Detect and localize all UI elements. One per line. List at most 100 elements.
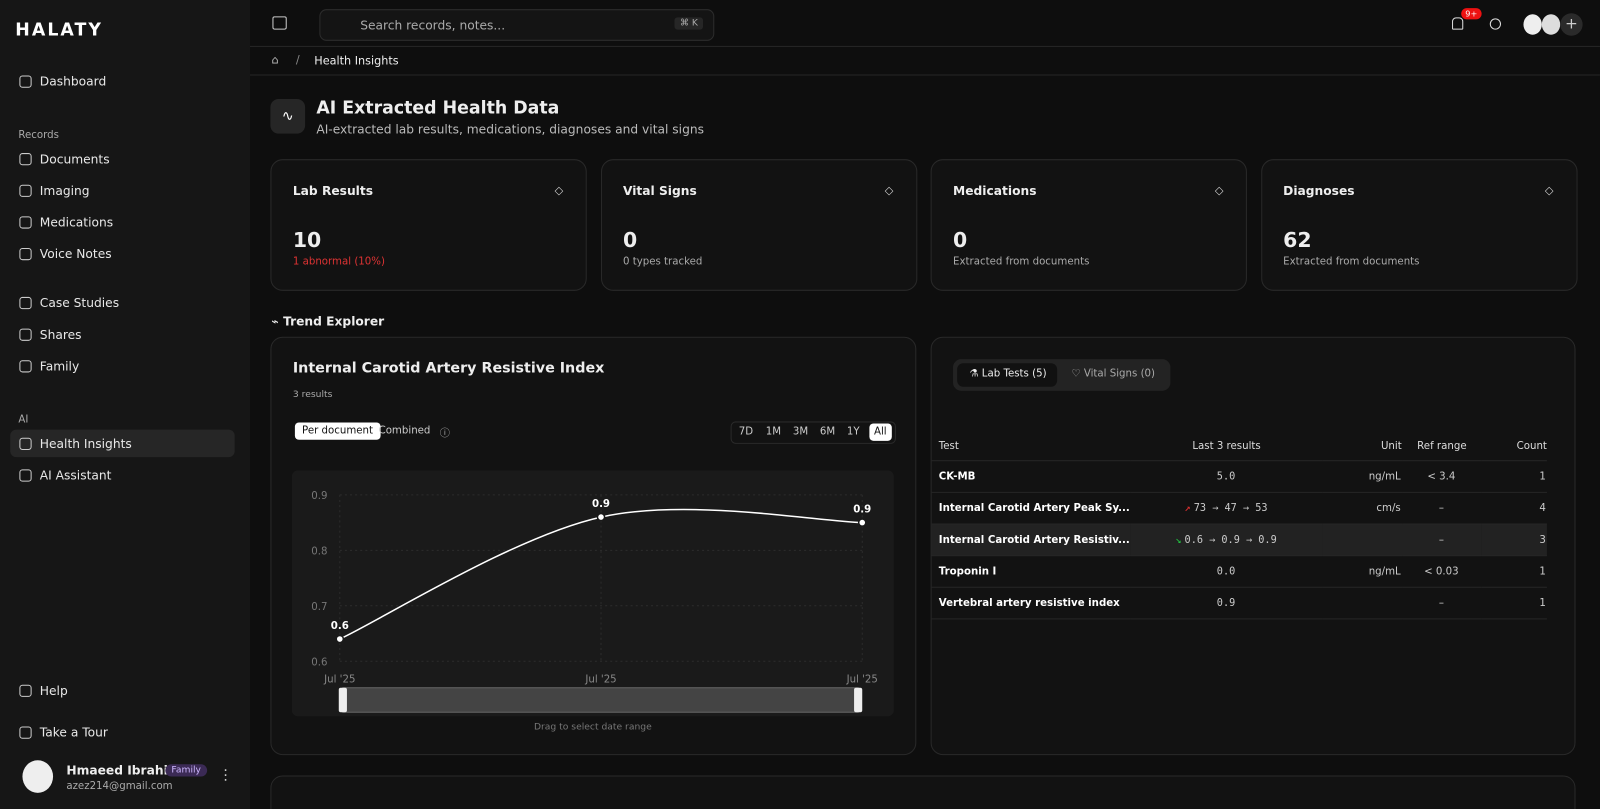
sidebar-toggle[interactable]: [272, 16, 287, 30]
stat-note: Extracted from documents: [953, 256, 1090, 268]
table-row[interactable]: Troponin I 0.0 ng/mL < 0.03 1: [931, 555, 1547, 588]
theme-toggle[interactable]: [1489, 18, 1502, 30]
nav-icon: [19, 468, 32, 482]
section-title: ⌁ Trend Explorer: [271, 314, 385, 329]
cell-text: 0.9: [1216, 597, 1236, 609]
nav-icon: [19, 684, 32, 697]
column-header: Ref range: [1401, 431, 1483, 462]
stat-card: Diagnoses ◇ 62 Extracted from documents: [1260, 159, 1578, 291]
table-cell: ↘ 0.6 → 0.9 → 0.9: [1130, 523, 1323, 557]
home-icon[interactable]: ⌂: [271, 53, 279, 67]
nav-label: Health Insights: [39, 436, 132, 451]
stat-icon: ◇: [554, 183, 564, 197]
stat-icon: ◇: [1544, 183, 1554, 197]
nav-icon: [19, 359, 32, 372]
cell-text: cm/s: [1376, 502, 1401, 514]
bell[interactable]: [1452, 17, 1464, 30]
lab-table: Test Last 3 results Unit Ref range Count CK-M…: [931, 431, 1547, 620]
stat-label: Medications: [953, 183, 1037, 198]
avatar: [22, 760, 54, 793]
range-slider: [342, 687, 859, 713]
nav-icon: [19, 328, 32, 341]
point: [596, 512, 606, 522]
table-cell: 1: [1482, 587, 1547, 620]
nav-label: Shares: [39, 327, 82, 342]
cell-text: –: [1438, 597, 1444, 609]
notification-badge: 9+: [1461, 8, 1482, 20]
table-row[interactable]: Internal Carotid Artery Peak Sy... ↗ 73 → …: [931, 492, 1547, 525]
table-cell: –: [1401, 492, 1483, 525]
range-toggle: 7D 1M 3M 6M 1Y All: [730, 421, 896, 444]
table-cell: CK-MB: [931, 460, 1131, 493]
table-cell: –: [1401, 523, 1483, 557]
nav-item[interactable]: Help: [10, 677, 234, 705]
nav-item[interactable]: Case Studies: [10, 289, 234, 317]
table-cell: [1322, 523, 1402, 557]
cell-text: Internal Carotid Artery Peak Sy...: [938, 502, 1130, 514]
separator: /: [295, 53, 300, 67]
x-tick-label: Jul '25: [584, 675, 616, 686]
data-label: 0.6: [331, 621, 349, 632]
table-cell: 3: [1482, 523, 1547, 557]
mode-option[interactable]: Per document: [294, 422, 381, 440]
tab-label: Lab Tests (5): [981, 368, 1047, 380]
slider-handle[interactable]: [338, 687, 347, 713]
nav-label: Take a Tour: [39, 724, 108, 740]
range-option[interactable]: 3M: [792, 426, 809, 438]
chart-title: Internal Carotid Artery Resistive Index: [292, 360, 605, 377]
nav-item[interactable]: Voice Notes: [10, 240, 234, 268]
stat-label: Diagnoses: [1283, 183, 1355, 198]
nav-item[interactable]: Family: [10, 352, 234, 380]
add-member[interactable]: +: [1560, 13, 1583, 36]
column-header: Test: [931, 431, 1131, 462]
slider-handle[interactable]: [854, 687, 863, 713]
mode-option[interactable]: Combined: [378, 425, 431, 437]
cell-text: CK-MB: [938, 470, 976, 483]
range-option[interactable]: 1M: [765, 426, 782, 438]
nav-item[interactable]: Medications: [10, 208, 234, 236]
nav-icon: [19, 152, 32, 165]
nav-item[interactable]: Health Insights: [10, 429, 235, 458]
tab[interactable]: ⚗ Lab Tests (5): [969, 368, 1047, 380]
tab-active[interactable]: [957, 363, 1058, 387]
user-name: Hmaeed Ibrahim: [66, 763, 181, 778]
stat-value: 0: [622, 227, 638, 253]
range-option[interactable]: 6M: [819, 426, 836, 438]
nav-item[interactable]: AI Assistant: [10, 461, 234, 489]
nav-item[interactable]: Documents: [10, 145, 234, 173]
nav-item[interactable]: Shares: [10, 320, 234, 348]
table-row[interactable]: CK-MB 5.0 ng/mL < 3.4 1: [931, 460, 1547, 493]
nav-item[interactable]: Imaging: [10, 177, 234, 205]
cell-text: 3: [1539, 534, 1546, 546]
range-option[interactable]: 1Y: [846, 426, 860, 438]
cell-text: 1: [1539, 565, 1546, 578]
plot-background: [291, 470, 894, 717]
topbar: Search records, notes... ⌘ K 9+ +: [249, 0, 1600, 47]
stat-card: Lab Results ◇ 10 1 abnormal (10%): [270, 159, 587, 291]
member-avatar[interactable]: [1523, 14, 1542, 35]
nav-icon: [19, 247, 32, 260]
nav-icon: [19, 726, 32, 739]
table-row[interactable]: Internal Carotid Artery Resistiv... ↘ 0.6 …: [931, 523, 1547, 557]
nav-label: AI Assistant: [39, 467, 112, 483]
tab[interactable]: ♡ Vital Signs (0): [1071, 368, 1156, 380]
section-label: Trend Explorer: [283, 314, 385, 329]
table-cell: Internal Carotid Artery Peak Sy...: [931, 492, 1131, 525]
member-avatar[interactable]: [1541, 14, 1561, 35]
range-option[interactable]: All: [868, 423, 892, 441]
header-icon: ∿: [270, 98, 306, 134]
user-menu[interactable]: ⋮: [218, 767, 233, 784]
nav-item[interactable]: Take a Tour: [10, 718, 234, 746]
page-title: AI Extracted Health Data: [316, 97, 560, 119]
search[interactable]: Search records, notes... ⌘ K: [319, 9, 715, 41]
search-placeholder: Search records, notes...: [360, 18, 506, 33]
page-subtitle: AI-extracted lab results, medications, d…: [316, 122, 704, 137]
cell-text: ng/mL: [1368, 470, 1401, 483]
nav-item[interactable]: Dashboard: [10, 67, 234, 95]
info-icon[interactable]: ⓘ: [439, 428, 450, 440]
table-row[interactable]: Vertebral artery resistive index 0.9 – 1: [931, 587, 1547, 620]
x-tick-label: Jul '25: [846, 675, 878, 686]
nav-icon: [19, 437, 32, 450]
range-option[interactable]: 7D: [738, 426, 754, 438]
